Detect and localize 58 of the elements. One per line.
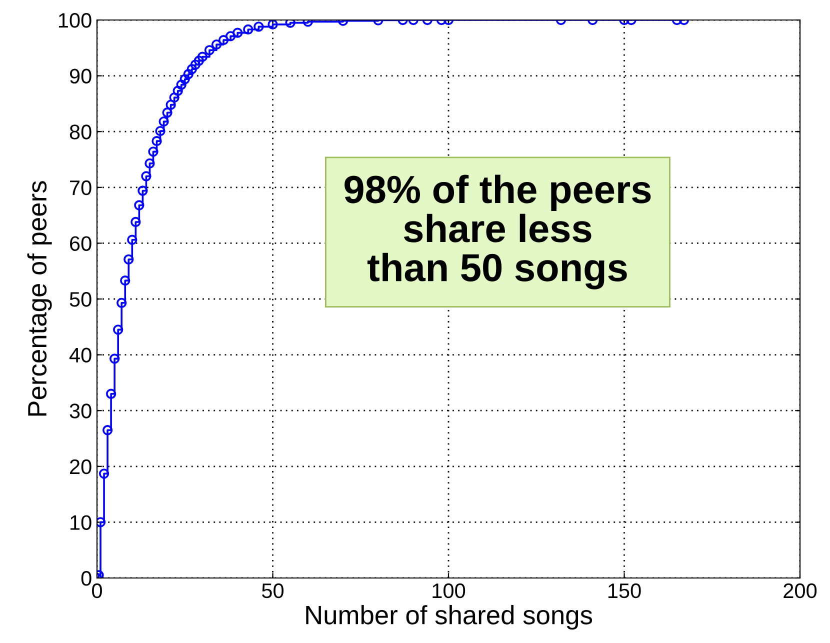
x-axis-title: Number of shared songs — [306, 605, 592, 630]
point — [116, 298, 127, 308]
point — [226, 31, 236, 42]
point — [144, 158, 155, 168]
point — [155, 126, 166, 136]
point — [197, 52, 208, 62]
point — [176, 80, 186, 90]
point — [268, 20, 278, 30]
point — [285, 20, 296, 28]
point — [138, 186, 148, 196]
point — [98, 468, 110, 479]
point — [204, 45, 215, 56]
y-tick-label: 40 — [69, 348, 92, 363]
point — [134, 200, 144, 210]
point — [180, 74, 190, 84]
y-tick-label: 0 — [81, 571, 92, 586]
y-tick-label: 70 — [70, 180, 92, 196]
x-tick-label: 100 — [432, 583, 466, 598]
y-tick-label: 80 — [70, 124, 92, 140]
point — [148, 146, 158, 157]
x-tick-label: 150 — [608, 583, 641, 598]
point — [183, 69, 194, 80]
point — [169, 92, 180, 103]
point — [186, 64, 197, 74]
y-axis-title: Percentage of peers — [27, 181, 52, 416]
point — [127, 234, 138, 245]
point — [172, 86, 183, 96]
y-tick-label: 30 — [70, 404, 92, 418]
x-tick-label: 0 — [92, 583, 102, 598]
point — [190, 60, 200, 70]
y-tick-label: 100 — [58, 13, 92, 28]
point — [124, 254, 134, 264]
point — [194, 56, 204, 66]
point — [243, 24, 254, 35]
y-tick-label: 20 — [70, 459, 92, 474]
point — [232, 28, 243, 38]
point — [106, 388, 116, 399]
y-tick-label: 50 — [70, 292, 92, 307]
point — [141, 171, 152, 182]
point — [152, 136, 162, 146]
x-tick-label: 200 — [784, 583, 817, 598]
point — [218, 35, 229, 46]
point — [110, 354, 120, 364]
point — [211, 39, 222, 50]
x-tick-label: 50 — [262, 583, 284, 598]
annotation: 98% of the peers share less than 50 songs — [344, 174, 651, 290]
point — [254, 22, 264, 32]
point — [158, 116, 169, 127]
point — [162, 108, 172, 118]
point — [120, 276, 130, 286]
y-tick-label: 90 — [70, 68, 92, 84]
y-tick-label: 60 — [70, 236, 92, 251]
point — [97, 517, 106, 528]
point — [113, 324, 124, 335]
y-tick-label: 10 — [70, 515, 92, 530]
point — [166, 100, 176, 110]
point — [130, 216, 141, 228]
point — [102, 425, 113, 436]
